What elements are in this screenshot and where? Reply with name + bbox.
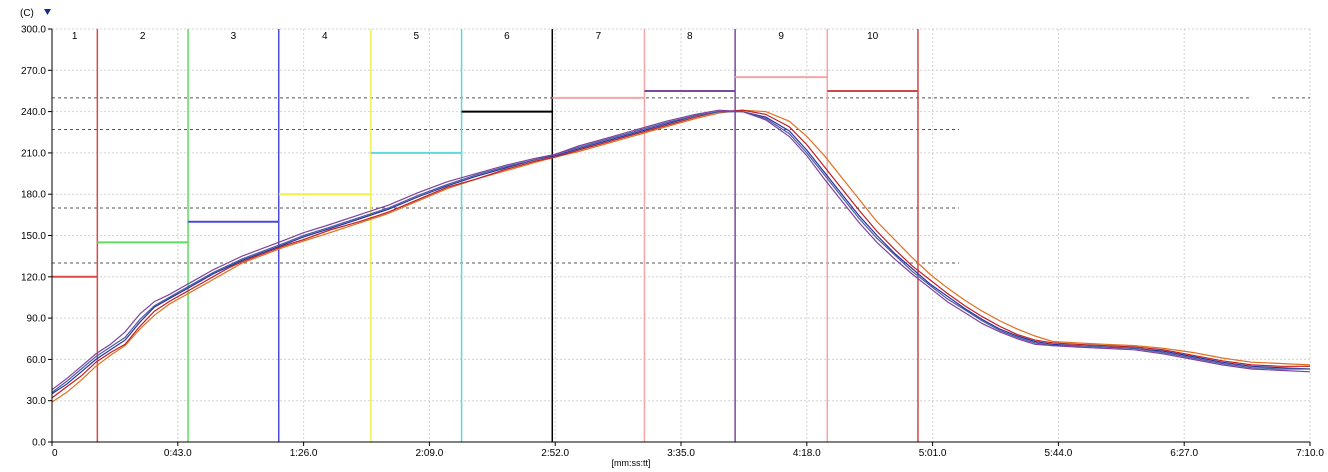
zone-label: 2 — [140, 31, 146, 42]
x-tick-label: 2:09.0 — [415, 448, 443, 459]
zone-label: 8 — [687, 31, 693, 42]
x-tick-label: 6:27.0 — [1170, 448, 1198, 459]
x-tick-label: 0:43.0 — [164, 448, 192, 459]
series-line — [51, 109, 1310, 399]
zone-label: 9 — [778, 31, 784, 42]
y-unit-label: (C) — [20, 8, 34, 19]
y-tick-label: 240.0 — [21, 107, 46, 118]
grid-lines — [52, 28, 1311, 442]
y-tick-label: 90.0 — [27, 314, 47, 325]
zone-label: 7 — [596, 31, 602, 42]
y-tick-label: 120.0 — [21, 272, 46, 283]
series-line — [51, 109, 1311, 391]
series-line — [51, 111, 1310, 393]
zone-label: 6 — [504, 31, 510, 42]
y-tick-label: 300.0 — [21, 25, 46, 36]
zone-label: 10 — [867, 31, 879, 42]
zone-label: 3 — [231, 31, 237, 42]
x-unit-label: [mm:ss:tt] — [612, 458, 651, 468]
series-line — [51, 109, 1311, 403]
x-tick-label: 4:18.0 — [793, 448, 821, 459]
y-tick-label: 30.0 — [27, 396, 47, 407]
limit-lines — [52, 97, 1310, 264]
axes: 0.0 30.0 60.0 90.0 120.0 150.0 180.0 210.0 240.0… — [21, 25, 1324, 460]
x-tick-label: 7:10.0 — [1296, 448, 1324, 459]
y-tick-label: 0.0 — [32, 438, 46, 449]
zone-label: 4 — [322, 31, 328, 42]
y-unit-dropdown-icon[interactable] — [44, 9, 51, 15]
series-lines — [51, 109, 1311, 403]
x-tick-label: 1:26.0 — [290, 448, 318, 459]
y-tick-label: 270.0 — [21, 66, 46, 77]
x-tick-label: 5:44.0 — [1044, 448, 1072, 459]
y-tick-label: 150.0 — [21, 231, 46, 242]
x-tick-label: 0 — [52, 448, 58, 459]
x-tick-label: 2:52.0 — [541, 448, 569, 459]
y-tick-label: 180.0 — [21, 190, 46, 201]
zone-markers: 1 2 3 4 5 6 7 8 9 10 — [52, 29, 919, 442]
y-tick-label: 210.0 — [21, 148, 46, 159]
series-line — [51, 111, 1311, 395]
x-tick-label: 3:35.0 — [667, 448, 695, 459]
zone-label: 1 — [72, 31, 78, 42]
x-tick-label: 5:01.0 — [919, 448, 947, 459]
y-tick-label: 60.0 — [27, 355, 47, 366]
zone-label: 5 — [413, 31, 419, 42]
